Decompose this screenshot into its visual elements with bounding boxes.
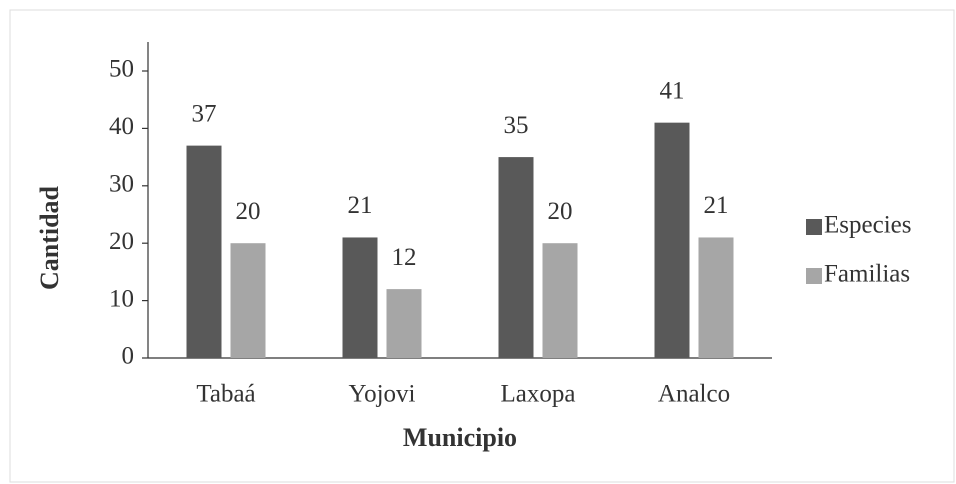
value-label: 35 [504,112,529,139]
y-tick-label: 20 [109,228,134,255]
frame [9,9,955,483]
bar [230,243,266,358]
y-tick-label: 30 [109,171,134,198]
value-label: 12 [392,244,417,271]
bar [386,289,422,358]
x-tick-label: Laxopa [501,381,576,408]
value-label: 21 [348,192,373,219]
legend-label: Especies [824,212,911,239]
y-tick-label: 0 [122,343,135,370]
x-axis-label: Municipio [403,423,517,452]
value-label: 20 [548,198,573,225]
bar [542,243,578,358]
y-tick-label: 10 [109,285,134,312]
x-tick-label: Tabaá [196,381,255,408]
y-tick-label: 50 [109,56,134,83]
value-label: 37 [192,100,217,127]
bar [654,122,690,358]
value-label: 20 [236,198,261,225]
value-label: 21 [704,192,729,219]
y-tick-label: 40 [109,113,134,140]
x-tick-label: Analco [658,381,730,408]
legend-label: Familias [824,261,910,288]
bar [698,237,734,358]
value-label: 41 [660,77,685,104]
bar [186,145,222,358]
x-tick-label: Yojovi [349,381,416,408]
y-axis-label: Cantidad [35,185,64,290]
bar [498,157,534,358]
legend-swatch [806,219,822,235]
legend-swatch [806,268,822,284]
bar [342,237,378,358]
